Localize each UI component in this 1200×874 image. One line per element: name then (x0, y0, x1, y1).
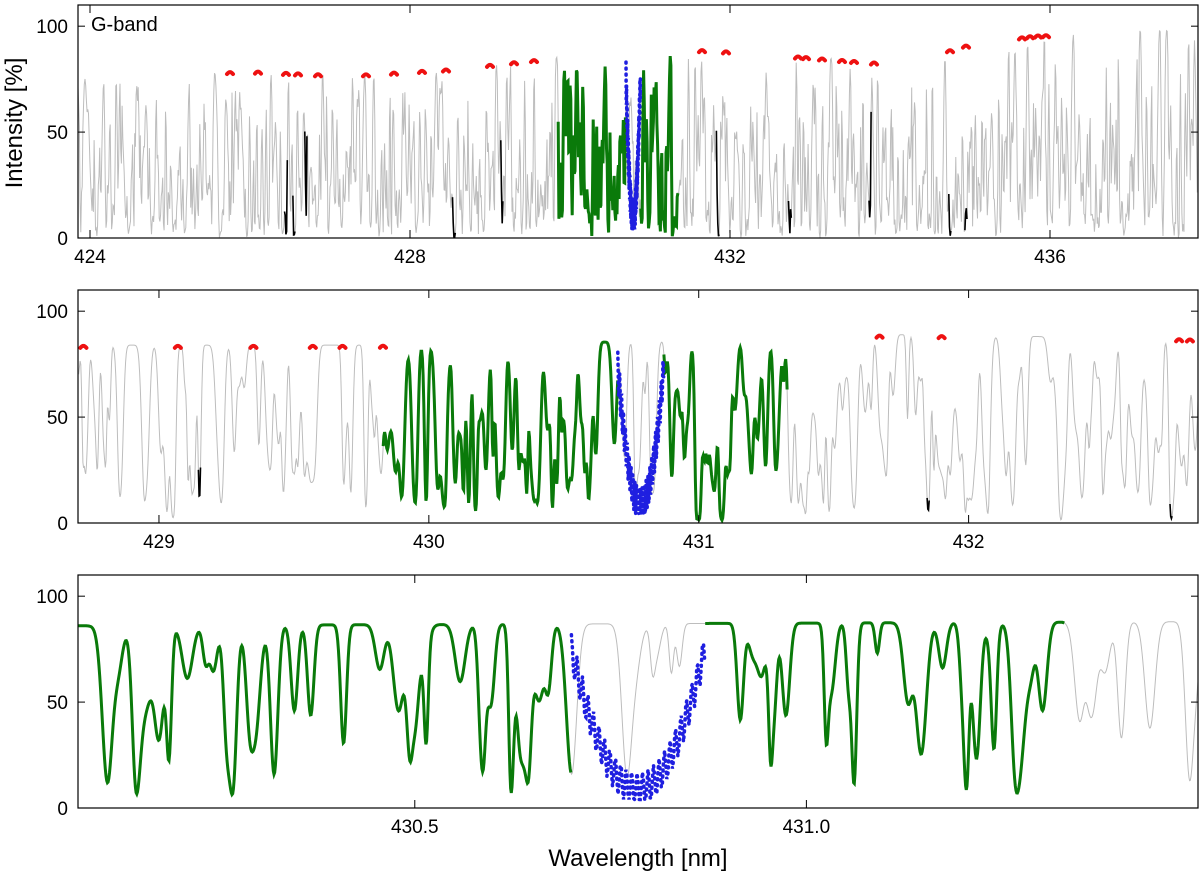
continuum-marker (389, 70, 399, 77)
y-tick-label: 0 (57, 799, 68, 820)
continuum-marker (936, 334, 947, 341)
x-tick-label: 424 (74, 247, 106, 268)
plot-frame (77, 4, 1199, 239)
x-tick-label: 432 (953, 532, 985, 553)
y-tick-label: 100 (36, 302, 68, 323)
continuum-marker (293, 71, 303, 78)
continuum-marker (961, 43, 971, 50)
x-tick-label: 431 (683, 532, 715, 553)
continuum-marker (1033, 33, 1043, 40)
y-axis-title: Intensity [%] (1, 58, 28, 189)
selected-line (500, 140, 504, 224)
selected-line (948, 193, 952, 236)
continuum-marker (849, 58, 859, 65)
core-series (569, 633, 707, 804)
continuum-marker (441, 67, 451, 74)
continuum-marker (337, 343, 348, 350)
continuum-marker (801, 55, 811, 62)
continuum-marker (1174, 337, 1185, 344)
continuum-marker (78, 343, 89, 350)
continuum-marker (874, 333, 885, 340)
plot-frame (77, 574, 1199, 809)
spectrum-line (78, 334, 1198, 522)
y-tick-label: 50 (47, 123, 68, 144)
continuum-marker (837, 58, 847, 65)
highlight-series (639, 55, 680, 237)
panel-zoom-1: 0 50 100 429 430 431 432 (36, 289, 1199, 553)
y-tick-label: 50 (47, 693, 68, 714)
x-tick-label: 436 (1034, 247, 1066, 268)
continuum-marker (529, 58, 539, 65)
x-tick-label: 429 (143, 532, 175, 553)
continuum-marker (869, 60, 879, 67)
panel-overview: 0 50 100 424 428 432 436 G-band (36, 4, 1199, 268)
y-tick-label: 100 (36, 587, 68, 608)
y-tick-label: 100 (36, 17, 68, 38)
continuum-marker (1025, 34, 1035, 41)
x-tick-label: 431.0 (783, 817, 831, 838)
continuum-marker (697, 48, 707, 55)
selected-line (715, 130, 720, 237)
selected-line (787, 200, 793, 234)
plot-area (78, 29, 1198, 238)
continuum-marker (1017, 35, 1027, 42)
continuum-marker (417, 68, 427, 75)
highlight-series (556, 66, 627, 237)
continuum-marker (361, 72, 371, 79)
selected-line (197, 467, 202, 498)
x-tick-label: 430 (413, 532, 445, 553)
x-tick-label: 430.5 (391, 817, 439, 838)
continuum-marker (281, 70, 291, 77)
plot-area (78, 620, 1198, 804)
selected-line (1169, 503, 1173, 522)
panel-zoom-2: 0 50 100 430.5 431.0 (36, 574, 1199, 838)
continuum-marker (1184, 337, 1195, 344)
x-tick-label: 432 (714, 247, 746, 268)
continuum-marker (377, 343, 388, 350)
continuum-marker (485, 62, 495, 69)
selected-line (304, 131, 308, 216)
continuum-marker (721, 49, 731, 56)
continuum-marker (253, 69, 263, 76)
continuum-marker (313, 72, 323, 79)
continuum-marker (509, 60, 519, 67)
core-series (624, 60, 643, 233)
continuum-marker (817, 56, 827, 63)
continuum-marker (307, 343, 318, 350)
highlight-series (705, 620, 1065, 795)
selected-line (868, 111, 872, 218)
y-tick-label: 50 (47, 408, 68, 429)
x-axis-title: Wavelength [nm] (548, 845, 727, 872)
plot-frame (77, 289, 1199, 524)
core-series (616, 350, 666, 519)
selected-line (451, 197, 457, 238)
continuum-marker (1041, 33, 1051, 40)
selected-line (283, 160, 289, 235)
plot-area (78, 333, 1198, 523)
highlight-series (662, 342, 789, 523)
continuum-marker (248, 343, 259, 350)
panel-label: G-band (91, 14, 158, 36)
continuum-marker (945, 48, 955, 55)
highlight-series (78, 623, 573, 798)
continuum-marker (225, 70, 235, 77)
highlight-series (381, 340, 620, 512)
selected-line (964, 208, 968, 231)
y-tick-label: 0 (57, 229, 68, 250)
continuum-marker (793, 54, 803, 61)
selected-line (926, 497, 930, 513)
y-tick-label: 0 (57, 514, 68, 535)
x-tick-label: 428 (394, 247, 426, 268)
continuum-marker (172, 343, 183, 350)
selected-line (292, 195, 296, 237)
